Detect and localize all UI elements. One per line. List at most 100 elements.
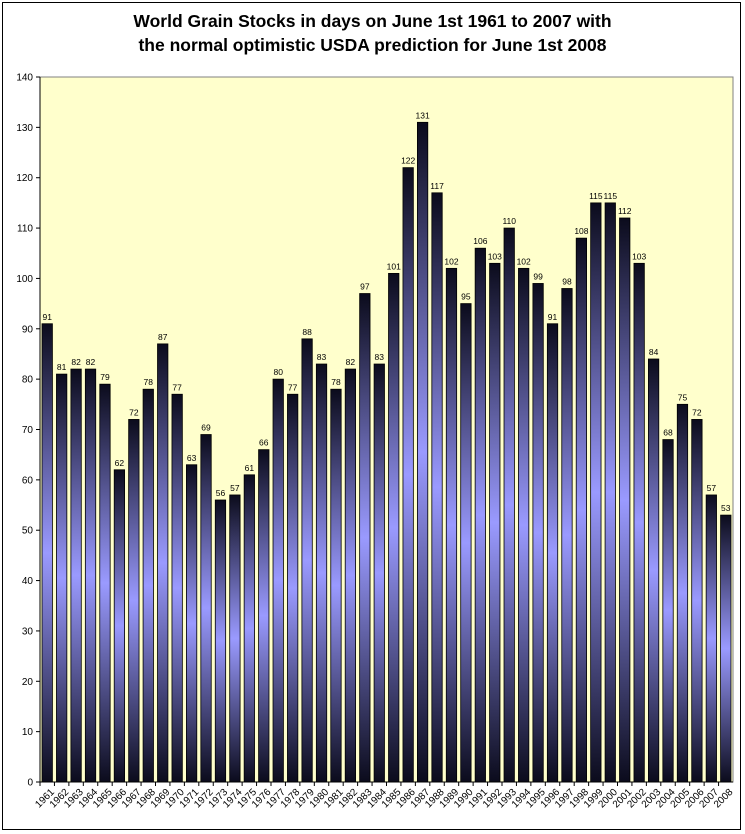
y-tick-label: 100 [16, 274, 33, 285]
data-label: 63 [187, 453, 197, 463]
bar [676, 403, 689, 783]
bar [287, 393, 299, 783]
data-label: 131 [416, 110, 430, 120]
y-tick-label: 130 [16, 123, 33, 134]
data-label: 80 [273, 367, 283, 377]
data-label: 56 [216, 488, 226, 498]
bar [373, 363, 385, 783]
bar [503, 227, 515, 783]
data-label: 77 [172, 382, 182, 392]
bar [157, 343, 169, 783]
y-tick-label: 80 [22, 375, 34, 386]
chart-title: World Grain Stocks in days on June 1st 1… [0, 9, 745, 57]
bar [113, 469, 126, 783]
y-tick-label: 110 [17, 224, 33, 235]
bar [445, 267, 458, 783]
bar [474, 247, 486, 783]
data-label: 97 [360, 282, 370, 292]
data-label: 61 [245, 463, 255, 473]
data-label: 77 [288, 382, 298, 392]
data-label: 102 [444, 256, 458, 266]
bar [359, 293, 371, 783]
data-label: 72 [129, 407, 139, 417]
bar [561, 288, 573, 783]
data-label: 91 [42, 312, 52, 322]
bar [705, 494, 717, 783]
bar [185, 464, 198, 783]
bar [416, 121, 429, 783]
data-label: 99 [533, 271, 543, 281]
data-label: 115 [604, 191, 618, 201]
data-label: 112 [618, 206, 632, 216]
data-label: 83 [317, 352, 327, 362]
bar [691, 419, 703, 783]
y-tick-label: 30 [22, 626, 34, 637]
y-axis: 0 10 20 30 40 50 60 70 80 90 100 110 120 130 140 [16, 73, 40, 789]
y-tick-label: 120 [16, 173, 33, 184]
bar [171, 393, 183, 783]
bar [258, 449, 270, 783]
bar [388, 272, 400, 783]
bar [633, 262, 645, 783]
data-label: 102 [517, 256, 531, 266]
data-label: 81 [57, 362, 67, 372]
bar [489, 262, 501, 783]
bar [532, 283, 544, 783]
bar [315, 363, 328, 783]
bar [128, 419, 140, 783]
data-label: 108 [574, 226, 588, 236]
bar [720, 514, 732, 783]
chart-title-line-1: World Grain Stocks in days on June 1st 1… [133, 11, 612, 31]
data-label: 110 [502, 216, 516, 226]
bar [229, 494, 241, 783]
data-label: 103 [632, 251, 646, 261]
data-label: 103 [488, 251, 502, 261]
bar [460, 303, 472, 783]
data-label: 84 [649, 347, 659, 357]
data-label: 78 [144, 377, 154, 387]
data-label: 106 [473, 236, 487, 246]
data-label: 91 [548, 312, 558, 322]
y-tick-label: 90 [22, 324, 34, 335]
bar [662, 439, 674, 783]
data-label: 82 [346, 357, 356, 367]
data-label: 122 [401, 156, 415, 166]
bar [344, 368, 357, 783]
y-tick-label: 10 [22, 727, 34, 738]
bar [41, 323, 53, 783]
data-label: 57 [230, 483, 240, 493]
bar [200, 434, 212, 783]
bar [590, 202, 602, 783]
x-axis: 1961196219631964196519661967196819691970… [33, 782, 736, 810]
bar [56, 373, 68, 783]
data-label: 82 [71, 357, 81, 367]
chart-title-line-2: the normal optimistic USDA prediction fo… [138, 35, 607, 55]
data-label: 87 [158, 332, 168, 342]
bar [272, 378, 284, 783]
bar [604, 202, 616, 783]
data-label: 98 [562, 277, 572, 287]
data-label: 69 [201, 423, 211, 433]
bar [70, 368, 82, 783]
y-tick-label: 70 [22, 425, 34, 436]
bar [546, 323, 559, 783]
y-tick-label: 60 [22, 475, 34, 486]
y-tick-label: 40 [22, 576, 34, 587]
bar [243, 474, 255, 783]
data-label: 78 [331, 377, 341, 387]
bar [99, 383, 111, 783]
data-label: 88 [302, 327, 312, 337]
bar [142, 388, 154, 783]
data-label: 82 [86, 357, 96, 367]
data-label: 72 [692, 407, 702, 417]
bar [84, 368, 97, 783]
bar [647, 358, 660, 783]
data-label: 95 [461, 292, 471, 302]
bar [301, 338, 313, 783]
data-label: 115 [589, 191, 603, 201]
data-label: 62 [115, 458, 125, 468]
bar-series: 91 81 82 82 79 62 72 78 87 77 63 69 56 57 61 66 80 77 88 83… [41, 110, 732, 783]
bar [575, 237, 588, 783]
bar [619, 217, 631, 783]
data-label: 57 [707, 483, 717, 493]
